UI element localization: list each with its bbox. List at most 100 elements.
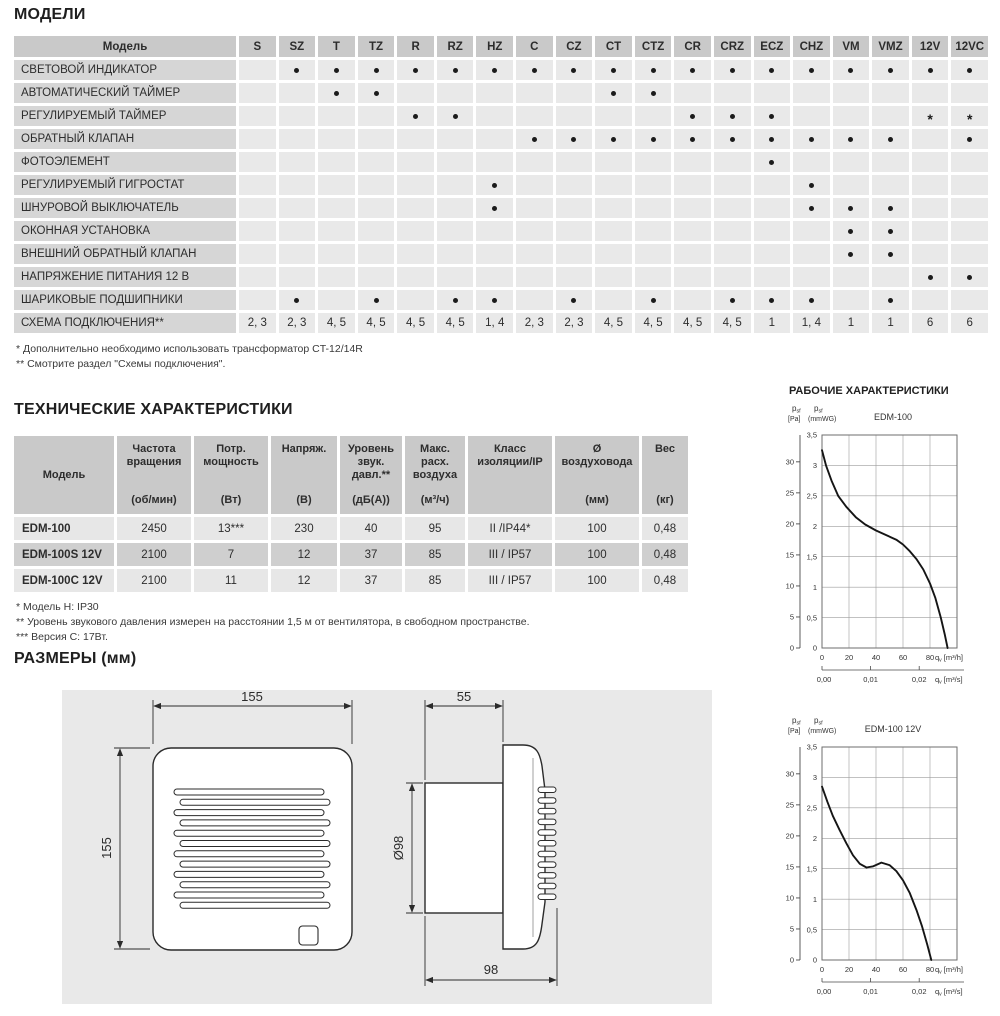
- matrix-cell: [713, 267, 751, 287]
- mmwg-tick-label: 2,5: [807, 492, 817, 501]
- feature-dot: [650, 297, 656, 303]
- fan-curve: [821, 785, 933, 961]
- matrix-cell: [634, 244, 672, 264]
- matrix-cell: [911, 152, 949, 172]
- column-header-model-code: R: [397, 36, 434, 57]
- x-axis-secondary-unit: qv [m³/s]: [935, 987, 963, 998]
- matrix-cell: [239, 267, 276, 287]
- footnote: * Дополнительно необходимо использовать …: [16, 343, 363, 355]
- feature-dot: [769, 136, 775, 142]
- matrix-cell: [674, 175, 711, 195]
- matrix-cell: [318, 106, 355, 126]
- matrix-cell: [318, 267, 355, 287]
- matrix-cell: 6: [911, 313, 949, 333]
- feature-row-label: СХЕМА ПОДКЛЮЧЕНИЯ**: [14, 313, 236, 333]
- matrix-cell: [832, 152, 870, 172]
- tech-column-title: Уровень звук. давл.**: [347, 443, 394, 481]
- column-header-model-code: SZ: [278, 36, 316, 57]
- matrix-cell: [239, 60, 276, 80]
- matrix-cell: [832, 106, 870, 126]
- matrix-cell: [595, 244, 632, 264]
- matrix-cell: [436, 129, 474, 149]
- matrix-cell: [793, 175, 830, 195]
- tech-value-cell: 0,48: [642, 517, 688, 540]
- chart-title: EDM-100: [874, 412, 912, 422]
- column-header-model-code: CZ: [555, 36, 593, 57]
- feature-dot: [808, 136, 814, 142]
- feature-dot: [413, 67, 419, 73]
- matrix-cell: [753, 244, 791, 264]
- column-header-model-code: VM: [832, 36, 870, 57]
- feature-dot: [531, 136, 537, 142]
- feature-dot: [729, 297, 735, 303]
- matrix-cell: [397, 83, 434, 103]
- matrix-cell: [872, 175, 909, 195]
- pa-tick-label: 10: [786, 894, 794, 903]
- matrix-cell: [634, 60, 672, 80]
- matrix-cell: [674, 221, 711, 241]
- matrix-cell: [595, 198, 632, 218]
- tech-value-cell: 230: [271, 517, 337, 540]
- matrix-cell: [911, 83, 949, 103]
- matrix-cell: [436, 244, 474, 264]
- matrix-cell: 4, 5: [674, 313, 711, 333]
- matrix-cell: 4, 5: [713, 313, 751, 333]
- tech-value-cell: 7: [194, 543, 268, 566]
- matrix-cell: [872, 129, 909, 149]
- feature-dot: [808, 182, 814, 188]
- m3h-tick-label: 80: [926, 653, 934, 662]
- feature-dot: [888, 251, 894, 257]
- mmwg-tick-label: 2: [813, 834, 817, 843]
- matrix-cell: [713, 129, 751, 149]
- mmwg-tick-label: 3: [813, 461, 817, 470]
- matrix-cell: 2, 3: [239, 313, 276, 333]
- tech-value-cell: 2450: [117, 517, 191, 540]
- matrix-cell: [516, 290, 553, 310]
- dimension-label-front-width: 155: [241, 690, 263, 704]
- matrix-cell: [476, 60, 514, 80]
- column-header-model-code: CT: [595, 36, 632, 57]
- matrix-cell: [951, 83, 988, 103]
- matrix-cell: [713, 221, 751, 241]
- feature-row-label: ВНЕШНИЙ ОБРАТНЫЙ КЛАПАН: [14, 244, 236, 264]
- tech-value-cell: 95: [405, 517, 465, 540]
- matrix-cell: [832, 129, 870, 149]
- feature-dot: [888, 297, 894, 303]
- matrix-cell: [634, 152, 672, 172]
- matrix-cell: [595, 106, 632, 126]
- m3h-tick-label: 20: [845, 653, 853, 662]
- y-axis-primary-symbol: psf: [792, 404, 801, 415]
- dimensions-section-title: РАЗМЕРЫ (мм): [14, 650, 137, 667]
- matrix-cell: 4, 5: [595, 313, 632, 333]
- matrix-cell: 1: [753, 313, 791, 333]
- pa-tick-label: 25: [786, 489, 794, 498]
- matrix-cell: [397, 175, 434, 195]
- mmwg-tick-label: 3,5: [807, 431, 817, 440]
- matrix-cell: [239, 198, 276, 218]
- feature-dot: [888, 136, 894, 142]
- matrix-cell: [634, 129, 672, 149]
- matrix-cell: [397, 244, 434, 264]
- m3h-tick-label: 80: [926, 965, 934, 974]
- feature-asterisk: *: [966, 111, 973, 127]
- tech-column-header: Класс изоляции/IP: [468, 436, 552, 514]
- matrix-cell: [911, 221, 949, 241]
- column-header-model-code: S: [239, 36, 276, 57]
- feature-dot: [571, 67, 577, 73]
- matrix-cell: [516, 129, 553, 149]
- tech-column-unit: (Вт): [220, 494, 242, 506]
- tech-column-unit: (мм): [585, 494, 609, 506]
- column-header-model-code: C: [516, 36, 553, 57]
- feature-asterisk: *: [927, 111, 933, 127]
- matrix-cell: [436, 106, 474, 126]
- matrix-cell: [634, 106, 672, 126]
- tech-value-cell: III / IP57: [468, 569, 552, 592]
- indicator-window: [298, 925, 319, 946]
- m3h-tick-label: 0: [820, 965, 824, 974]
- matrix-cell: [595, 129, 632, 149]
- matrix-cell: [951, 152, 988, 172]
- feature-row-label: СВЕТОВОЙ ИНДИКАТОР: [14, 60, 236, 80]
- feature-dot: [808, 297, 814, 303]
- pa-tick-label: 20: [786, 520, 794, 529]
- tech-value-cell: 100: [555, 569, 639, 592]
